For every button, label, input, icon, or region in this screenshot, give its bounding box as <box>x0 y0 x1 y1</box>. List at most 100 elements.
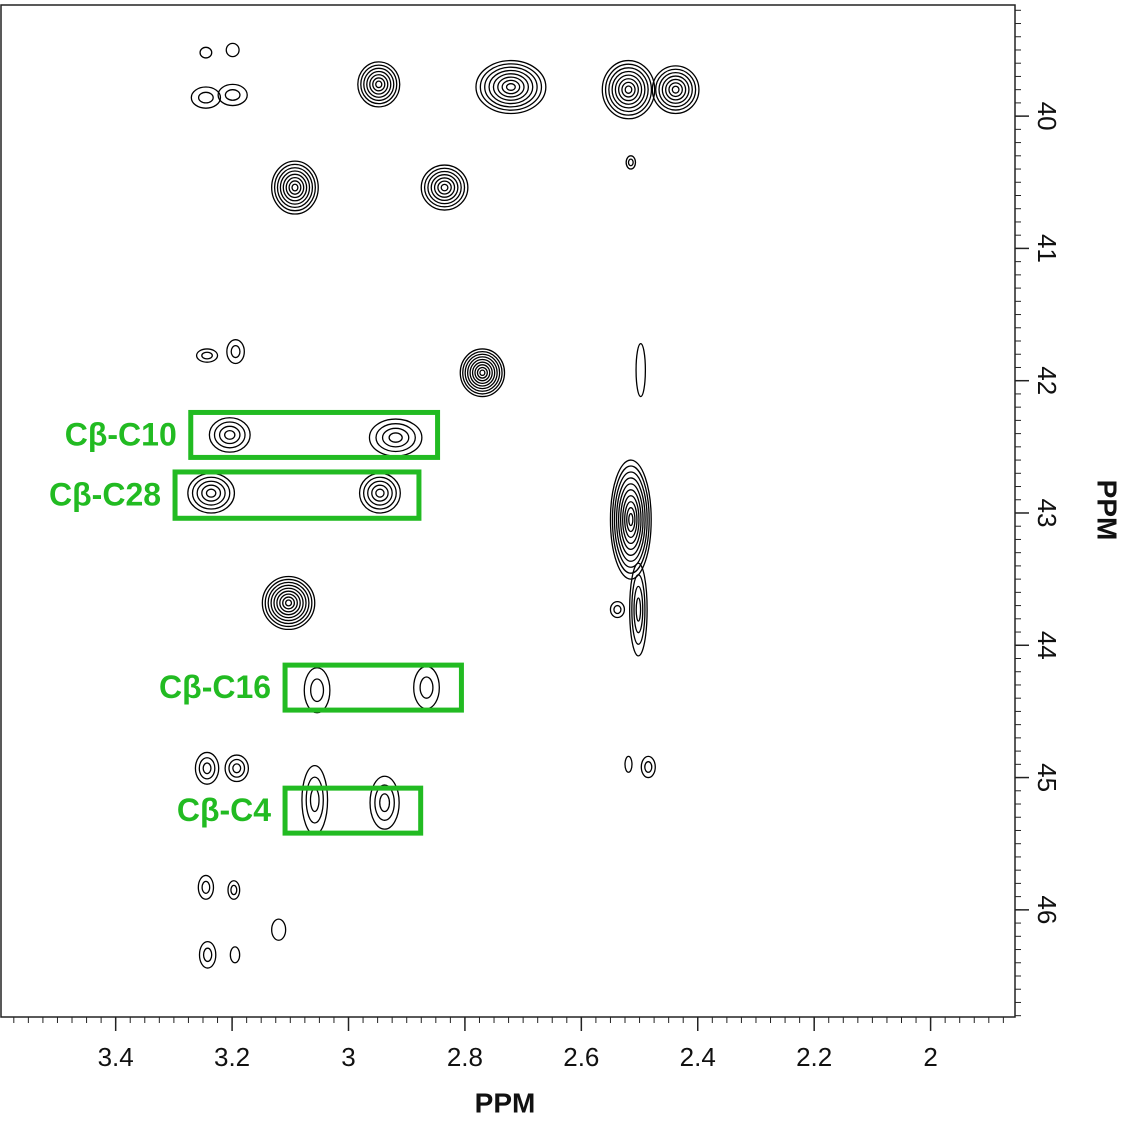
contour-level <box>604 63 653 116</box>
contour-level <box>372 77 386 92</box>
contour-level <box>474 364 491 382</box>
contour-level <box>624 85 633 94</box>
contour-level <box>213 421 246 449</box>
annotation-label: Cβ-C4 <box>177 792 271 828</box>
contour-level <box>476 366 488 379</box>
contour-level <box>224 89 241 101</box>
contour-level <box>475 59 547 115</box>
contour-level <box>608 67 649 113</box>
contour-level <box>270 584 307 622</box>
contour-level <box>197 91 214 104</box>
contour-level <box>375 80 383 89</box>
contour-level <box>423 167 466 208</box>
contour-level <box>626 507 636 533</box>
contour-level <box>199 46 213 59</box>
contour-level <box>501 79 521 95</box>
contour-level <box>310 678 325 703</box>
annotation-box <box>172 469 422 521</box>
contour-level <box>381 427 410 448</box>
contour-level <box>279 593 298 613</box>
contour-level <box>611 465 650 574</box>
contour-level <box>271 160 319 215</box>
contour-level <box>282 173 308 202</box>
contour-level <box>208 417 251 453</box>
contour-level <box>635 343 647 398</box>
contour-level <box>464 353 501 392</box>
contour-level <box>505 83 516 91</box>
contour-level <box>291 183 299 192</box>
annotation-label: Cβ-C10 <box>65 416 177 452</box>
contour-level <box>264 578 313 628</box>
contour-level <box>484 66 538 108</box>
contour-level <box>613 604 622 615</box>
annotation-box <box>282 785 424 836</box>
contour-level <box>459 348 506 398</box>
contour-level <box>661 75 690 104</box>
contour-level <box>419 676 434 699</box>
y-axis-label: PPM <box>1092 480 1123 541</box>
annotation-box <box>188 409 441 460</box>
contour-level <box>471 361 493 384</box>
contour-level <box>375 488 385 498</box>
contour-level <box>276 590 301 616</box>
contour-level <box>309 787 320 813</box>
x-tick-label: 2.4 <box>680 1042 716 1072</box>
contour-level <box>276 167 314 209</box>
contour-level <box>201 880 211 894</box>
contour-level <box>202 947 213 963</box>
contour-level <box>433 177 456 198</box>
contour-level <box>427 170 462 205</box>
annotation-label: Cβ-C16 <box>159 669 271 705</box>
contour-level <box>366 70 392 98</box>
contour-level <box>279 170 311 205</box>
y-tick-label: 40 <box>1032 102 1062 131</box>
contour-level <box>225 42 240 58</box>
contour-level <box>305 776 324 824</box>
contour-level <box>633 585 644 634</box>
contour-level <box>617 483 644 556</box>
contour-level <box>615 477 646 562</box>
contour-level <box>218 425 241 445</box>
contour-level <box>497 76 525 98</box>
annotation-label: Cβ-C28 <box>49 477 161 513</box>
contour-level <box>197 874 215 900</box>
x-axis-label: PPM <box>475 1087 536 1118</box>
y-tick-label: 42 <box>1032 366 1062 395</box>
contour-level <box>430 174 459 202</box>
contour-level <box>194 751 220 785</box>
contour-level <box>624 501 638 539</box>
contour-level <box>375 423 416 453</box>
contour-level <box>226 339 245 365</box>
contour-level <box>202 762 212 775</box>
contour-level <box>369 775 400 830</box>
x-tick-label: 3.2 <box>214 1042 250 1072</box>
contour-level <box>628 512 634 527</box>
contour-level <box>360 64 398 105</box>
contour-level <box>420 164 469 211</box>
contour-level <box>198 757 216 780</box>
contour-level <box>379 793 391 813</box>
contour-level <box>611 70 646 109</box>
contour-level <box>601 59 656 120</box>
contour-level <box>228 758 246 778</box>
contour-level <box>198 940 217 969</box>
x-tick-label: 2 <box>923 1042 937 1072</box>
x-tick-label: 3 <box>341 1042 355 1072</box>
contour-level <box>668 82 683 98</box>
contour-level <box>232 763 242 774</box>
contour-level <box>358 472 401 514</box>
contour-level <box>614 74 643 105</box>
contour-level <box>201 351 213 360</box>
contour-level <box>230 344 241 359</box>
contour-level <box>227 880 241 900</box>
contour-level <box>609 459 652 580</box>
y-tick-label: 44 <box>1032 631 1062 660</box>
contour-level <box>440 183 449 192</box>
y-tick-label: 43 <box>1032 499 1062 528</box>
contour-level <box>635 597 642 622</box>
contour-level <box>609 600 626 619</box>
contour-level <box>284 599 293 607</box>
contour-level <box>191 476 231 510</box>
contour-level <box>388 432 403 443</box>
